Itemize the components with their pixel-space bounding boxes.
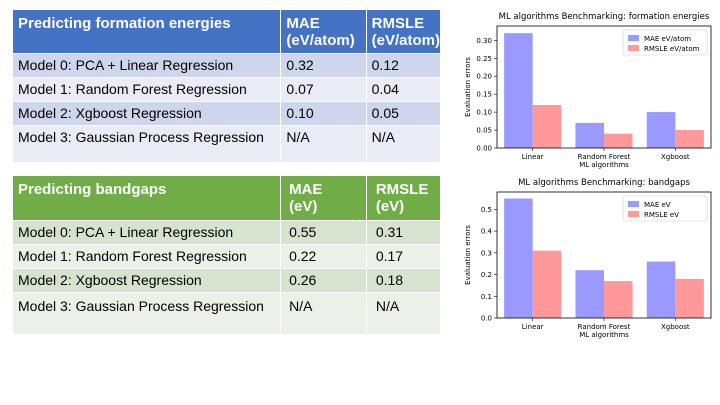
model-name-cell: Model 3: Gaussian Process Regression — [13, 125, 282, 163]
rmsle-cell: 0.04 — [366, 77, 440, 102]
bandgaps-bar-chart: ML algorithms Benchmarking: bandgaps Eval… — [464, 178, 712, 339]
y-axis-label: Evaluation errors — [464, 57, 472, 117]
table-header-row: Predicting formation energies MAE (eV/at… — [13, 10, 440, 54]
plot-frame — [496, 25, 712, 149]
table-row: Model 2: Xgboost Regression 0.26 0.18 — [13, 268, 440, 293]
bar-rmsle-ev — [532, 250, 562, 318]
table-row: Model 3: Gaussian Process Regression N/A… — [13, 292, 440, 335]
bar-rmsle-ev — [604, 281, 633, 318]
mae-column-header: MAE (eV/atom) — [280, 10, 367, 54]
rmsle-cell: 0.31 — [366, 220, 440, 245]
table-row: Model 1: Random Forest Regression 0.22 0… — [13, 244, 440, 269]
mae-cell: N/A — [280, 292, 367, 335]
bandgaps-table: Predicting bandgaps MAE (eV) RMSLE (eV) … — [13, 176, 440, 335]
table-row: Model 2: Xgboost Regression 0.10 0.05 — [13, 101, 440, 126]
table-row: Model 3: Gaussian Process Regression N/A… — [13, 125, 440, 163]
y-tick-label: 0.05 — [476, 127, 492, 135]
bar-mae-ev — [504, 198, 533, 318]
bar-rmsle-ev-atom — [604, 133, 633, 148]
x-tick-label: Linear — [522, 323, 544, 331]
bar-rmsle-ev-atom — [675, 130, 704, 148]
model-name-cell: Model 1: Random Forest Regression — [13, 77, 282, 102]
chart-title: ML algorithms Benchmarking: bandgaps — [518, 178, 690, 188]
rmsle-cell: N/A — [366, 292, 440, 335]
rmsle-cell: 0.12 — [366, 53, 440, 78]
table-header-title: Predicting formation energies — [13, 10, 282, 54]
legend-label: MAE eV — [644, 201, 671, 209]
bar-mae-ev-atom — [646, 112, 676, 148]
model-name-cell: Model 2: Xgboost Regression — [13, 268, 282, 293]
model-name-cell: Model 1: Random Forest Regression — [13, 244, 282, 269]
y-tick-label: 0.00 — [476, 145, 492, 153]
mae-column-header: MAE (eV) — [280, 176, 367, 221]
table-row: Model 1: Random Forest Regression 0.07 0… — [13, 77, 440, 102]
rmsle-cell: N/A — [366, 125, 440, 163]
table-row: Model 0: PCA + Linear Regression 0.32 0.… — [13, 53, 440, 78]
table-header-row: Predicting bandgaps MAE (eV) RMSLE (eV) — [13, 176, 440, 221]
rmsle-cell: 0.05 — [366, 101, 440, 126]
x-tick-label: Random Forest — [578, 323, 631, 331]
bar-rmsle-ev — [675, 278, 704, 318]
model-name-cell: Model 0: PCA + Linear Regression — [13, 53, 282, 78]
x-tick-label: Xgboost — [661, 323, 690, 331]
mae-cell: N/A — [280, 125, 367, 163]
y-tick-label: 0.4 — [481, 228, 493, 236]
mae-cell: 0.07 — [280, 77, 367, 102]
legend-box — [622, 29, 708, 56]
rmsle-column-header: RMSLE (eV/atom) — [366, 10, 440, 54]
bar-mae-ev-atom — [575, 122, 604, 148]
plot-frame — [496, 191, 712, 319]
legend-swatch — [628, 35, 639, 41]
formation-energies-table: Predicting formation energies MAE (eV/at… — [13, 10, 440, 163]
y-tick-label: 0.30 — [476, 37, 492, 45]
y-axis-label: Evaluation errors — [464, 225, 472, 285]
legend-label: RMSLE eV/atom — [644, 45, 700, 53]
y-tick-label: 0.25 — [476, 55, 492, 63]
y-tick-label: 0.3 — [481, 249, 492, 257]
y-tick-label: 0.0 — [481, 315, 492, 323]
mae-cell: 0.26 — [280, 268, 367, 293]
y-tick-label: 0.10 — [476, 109, 492, 117]
table-header-title: Predicting bandgaps — [13, 176, 282, 221]
rmsle-column-header: RMSLE (eV) — [366, 176, 440, 221]
y-tick-label: 0.20 — [476, 73, 492, 81]
bar-mae-ev — [575, 270, 604, 318]
x-tick-label: Xgboost — [661, 153, 690, 161]
x-tick-label: Linear — [522, 153, 544, 161]
model-name-cell: Model 3: Gaussian Process Regression — [13, 292, 282, 335]
legend-swatch — [628, 201, 639, 207]
y-tick-label: 0.15 — [476, 91, 492, 99]
formation-energies-bar-chart: ML algorithms Benchmarking: formation en… — [464, 12, 712, 169]
x-axis-label: ML algorithms — [579, 331, 629, 339]
legend-swatch — [628, 211, 639, 217]
x-tick-label: Random Forest — [578, 153, 631, 161]
legend-label: MAE eV/atom — [644, 35, 691, 43]
bar-rmsle-ev-atom — [532, 104, 562, 148]
legend-box — [622, 195, 708, 222]
model-name-cell: Model 2: Xgboost Regression — [13, 101, 282, 126]
rmsle-cell: 0.18 — [366, 268, 440, 293]
y-tick-label: 0.2 — [481, 271, 492, 279]
rmsle-cell: 0.17 — [366, 244, 440, 269]
chart-title: ML algorithms Benchmarking: formation en… — [499, 12, 710, 22]
table-row: Model 0: PCA + Linear Regression 0.55 0.… — [13, 220, 440, 245]
mae-cell: 0.22 — [280, 244, 367, 269]
x-axis-label: ML algorithms — [579, 161, 629, 169]
legend-swatch — [628, 45, 639, 51]
legend-label: RMSLE eV — [644, 211, 679, 219]
bar-mae-ev-atom — [504, 33, 533, 148]
bar-mae-ev — [646, 261, 676, 318]
y-tick-label: 0.1 — [481, 293, 492, 301]
model-name-cell: Model 0: PCA + Linear Regression — [13, 220, 282, 245]
mae-cell: 0.10 — [280, 101, 367, 126]
mae-cell: 0.32 — [280, 53, 367, 78]
mae-cell: 0.55 — [280, 220, 367, 245]
y-tick-label: 0.5 — [481, 206, 492, 214]
